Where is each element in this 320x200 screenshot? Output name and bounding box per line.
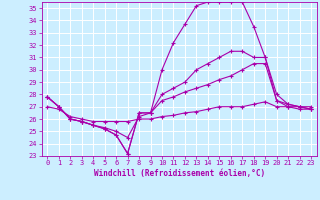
X-axis label: Windchill (Refroidissement éolien,°C): Windchill (Refroidissement éolien,°C) [94, 169, 265, 178]
